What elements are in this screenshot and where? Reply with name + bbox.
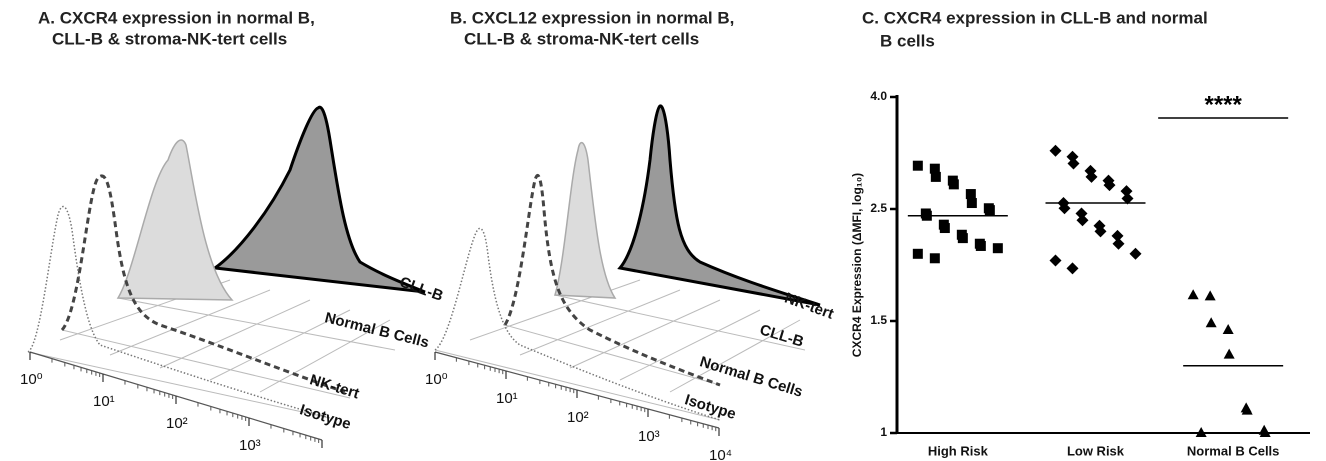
dot (1187, 289, 1199, 300)
dot (930, 171, 941, 182)
dot (965, 189, 976, 200)
chart-title: A. CXCR4 expression in normal B, (38, 8, 315, 27)
histogram-curve (554, 141, 617, 299)
dot (929, 253, 940, 264)
dot (1103, 179, 1116, 192)
dot (975, 240, 986, 251)
dot (1066, 262, 1079, 275)
y-tick-label: 4.0 (870, 89, 887, 103)
significance: **** (1204, 91, 1242, 118)
series-label: NK-tert (782, 290, 836, 323)
dot (912, 160, 923, 171)
histogram-curve (617, 104, 821, 307)
y-axis-label: CXCR4 Expression (ΔMFI, log₁₀) (850, 173, 864, 357)
histogram-curve (116, 139, 234, 301)
dot (1094, 225, 1107, 238)
dot (1241, 404, 1253, 415)
x-tick-label: 10³ (638, 428, 660, 445)
dot (1120, 185, 1133, 198)
series-label: Normal B Cells (698, 353, 805, 400)
dot (1058, 202, 1071, 215)
dot (948, 179, 959, 190)
dot (912, 248, 923, 259)
dot (1259, 427, 1271, 437)
dot (992, 243, 1003, 254)
series-label: Normal B Cells (323, 309, 431, 351)
chart-title: B. CXCL12 expression in normal B, (450, 8, 734, 27)
dot (1195, 427, 1207, 437)
series-label: Isotype (683, 391, 738, 423)
dot (1204, 290, 1216, 301)
dot (1223, 348, 1235, 359)
x-tick-label: 10² (567, 409, 589, 426)
dot (1112, 237, 1125, 250)
series-label: Isotype (298, 401, 353, 433)
dot (1049, 144, 1062, 157)
x-tick-label: 10¹ (496, 390, 518, 407)
x-tick-label: 10⁰ (20, 371, 43, 388)
dot (984, 205, 995, 216)
dot (1111, 229, 1124, 242)
floor-grid (27, 267, 426, 419)
chart-title: C. CXCR4 expression in CLL-B and normal (862, 8, 1208, 27)
y-tick-label: 1.5 (870, 313, 887, 327)
panel-b-curves (434, 104, 821, 421)
x-tick-label: 10³ (239, 437, 261, 454)
panel-a-curves (27, 105, 426, 419)
dot (939, 223, 950, 234)
x-tick-label: High Risk (928, 443, 989, 458)
dot (1076, 214, 1089, 227)
chart-title: CLL-B & stroma-NK-tert cells (52, 29, 287, 48)
dot (1049, 254, 1062, 267)
x-tick-label: Low Risk (1067, 443, 1125, 458)
dot (1129, 247, 1142, 260)
x-tick-label: 10¹ (93, 393, 115, 410)
y-tick-label: 2.5 (870, 201, 887, 215)
dot (929, 163, 940, 174)
histogram-curve (434, 227, 721, 421)
dot (1205, 317, 1217, 328)
dot (1067, 157, 1080, 170)
x-tick-label: 10⁴ (709, 447, 732, 461)
x-tick-label: 10⁴ (312, 459, 335, 461)
x-tick-label: 10⁰ (425, 371, 448, 388)
dot (966, 198, 977, 209)
histogram-curve (503, 174, 721, 387)
histogram-curve (60, 174, 346, 394)
x-tick-label: Normal B Cells (1187, 443, 1279, 458)
y-tick-label: 1 (880, 425, 887, 439)
histogram-curve (210, 105, 426, 294)
dot (957, 233, 968, 244)
chart-title: B cells (880, 31, 935, 50)
dot (1085, 170, 1098, 183)
series-label: NK-tert (308, 371, 362, 402)
chart-title: CLL-B & stroma-NK-tert cells (464, 29, 699, 48)
dot (1121, 192, 1134, 205)
series-label: CLL-B (758, 321, 806, 350)
series-label: CLL-B (397, 274, 445, 305)
x-tick-label: 10² (166, 415, 188, 432)
dot (1222, 323, 1234, 334)
